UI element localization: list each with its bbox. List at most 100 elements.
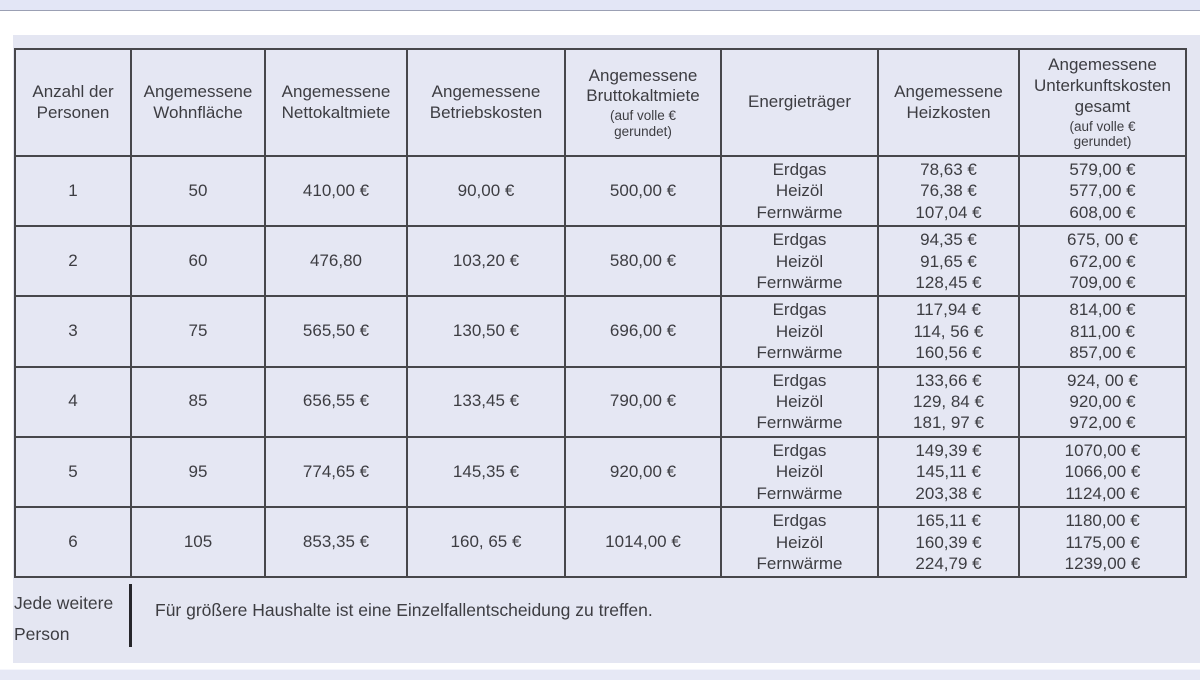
heizkosten-line: 91,65 € <box>920 251 977 271</box>
gesamt-line: 577,00 € <box>1069 181 1136 201</box>
table-row: 3 75 565,50 € 130,50 € 696,00 € Erdgas H… <box>14 295 1187 368</box>
col-header-anzahl-personen: Anzahl der Personen <box>14 48 132 157</box>
cell-gesamt: 675, 00 € 672,00 € 709,00 € <box>1018 225 1187 298</box>
cell-bruttokaltmiete: 790,00 € <box>564 365 722 438</box>
energietraeger-line: Fernwärme <box>756 413 843 433</box>
cell-wohnflaeche: 85 <box>130 365 266 438</box>
heizkosten-line: 165,11 € <box>916 511 981 531</box>
energietraeger-line: Heizöl <box>775 532 824 552</box>
cell-wohnflaeche: 95 <box>130 435 266 509</box>
header-label: Energieträger <box>747 92 851 112</box>
gesamt-line: 857,00 € <box>1069 343 1136 363</box>
col-header-energietraeger: Energieträger <box>720 48 879 157</box>
cell-personen: 6 <box>14 506 132 579</box>
table-row: 4 85 656,55 € 133,45 € 790,00 € Erdgas H… <box>14 365 1187 438</box>
gesamt-line: 920,00 € <box>1069 392 1136 412</box>
energietraeger-line: Erdgas <box>772 440 827 460</box>
table-row: 6 105 853,35 € 160, 65 € 1014,00 € Erdga… <box>14 506 1187 579</box>
heizkosten-line: 114, 56 € <box>913 321 984 341</box>
energietraeger-line: Erdgas <box>772 300 827 320</box>
header-label: Angemessene Wohnfläche <box>143 81 253 122</box>
cell-personen: 1 <box>14 154 132 228</box>
table-row: 1 50 410,00 € 90,00 € 500,00 € Erdgas He… <box>14 154 1187 228</box>
cell-wohnflaeche: 105 <box>130 506 266 579</box>
energietraeger-line: Heizöl <box>775 462 824 482</box>
gesamt-line: 1070,00 € <box>1064 440 1141 460</box>
gesamt-line: 1066,00 € <box>1064 462 1141 482</box>
footer-note: Für größere Haushalte ist eine Einzelfal… <box>155 600 653 620</box>
cell-nettokaltmiete: 774,65 € <box>264 435 408 509</box>
header-label: Angemessene Unterkunftskosten gesamt <box>1033 55 1171 116</box>
cell-wohnflaeche: 75 <box>130 295 266 368</box>
energietraeger-line: Fernwärme <box>756 343 843 363</box>
cell-gesamt: 1180,00 € 1175,00 € 1239,00 € <box>1018 506 1187 579</box>
cell-personen: 5 <box>14 435 132 509</box>
cell-betriebskosten: 145,35 € <box>406 435 566 509</box>
cell-gesamt: 924, 00 € 920,00 € 972,00 € <box>1018 365 1187 438</box>
footer-label: Jede weitere Person <box>14 593 114 644</box>
header-label: Anzahl der Personen <box>32 81 114 122</box>
heizkosten-line: 94,35 € <box>920 230 977 250</box>
cell-energietraeger: Erdgas Heizöl Fernwärme <box>720 225 879 298</box>
cell-heizkosten: 78,63 € 76,38 € 107,04 € <box>877 154 1020 228</box>
cell-gesamt: 1070,00 € 1066,00 € 1124,00 € <box>1018 435 1187 509</box>
heizkosten-line: 145,11 € <box>916 462 981 482</box>
heizkosten-line: 78,63 € <box>920 160 977 179</box>
energietraeger-line: Erdgas <box>772 370 827 390</box>
cell-bruttokaltmiete: 580,00 € <box>564 225 722 298</box>
col-header-betriebskosten: Angemessene Betriebskosten <box>406 48 566 157</box>
cell-energietraeger: Erdgas Heizöl Fernwärme <box>720 506 879 579</box>
gesamt-line: 675, 00 € <box>1067 230 1138 250</box>
col-header-wohnflaeche: Angemessene Wohnfläche <box>130 48 266 157</box>
gesamt-line: 1124,00 € <box>1065 483 1140 503</box>
cell-nettokaltmiete: 410,00 € <box>264 154 408 228</box>
cell-personen: 3 <box>14 295 132 368</box>
cell-betriebskosten: 130,50 € <box>406 295 566 368</box>
energietraeger-line: Erdgas <box>772 160 827 179</box>
col-header-unterkunftskosten-gesamt: Angemessene Unterkunftskosten gesamt (auf… <box>1018 48 1187 157</box>
col-header-bruttokaltmiete: Angemessene Bruttokaltmiete (auf volle € … <box>564 48 722 157</box>
col-header-nettokaltmiete: Angemessene Nettokaltmiete <box>264 48 408 157</box>
heizkosten-line: 133,66 € <box>915 370 982 390</box>
energietraeger-line: Erdgas <box>772 230 827 250</box>
cell-energietraeger: Erdgas Heizöl Fernwärme <box>720 365 879 438</box>
header-sublabel: (auf volle € gerundet) <box>1069 118 1136 150</box>
cell-bruttokaltmiete: 500,00 € <box>564 154 722 228</box>
heizkosten-line: 160,39 € <box>915 532 982 552</box>
heizkosten-line: 117,94 € <box>916 300 981 320</box>
gesamt-line: 1175,00 € <box>1065 532 1140 552</box>
cell-bruttokaltmiete: 696,00 € <box>564 295 722 368</box>
heizkosten-line: 203,38 € <box>915 483 982 503</box>
heizkosten-line: 149,39 € <box>915 440 982 460</box>
gesamt-line: 672,00 € <box>1069 251 1136 271</box>
header-label: Angemessene Heizkosten <box>894 81 1003 122</box>
energietraeger-line: Heizöl <box>775 181 824 201</box>
gesamt-line: 579,00 € <box>1069 160 1136 179</box>
cell-bruttokaltmiete: 920,00 € <box>564 435 722 509</box>
gesamt-line: 811,00 € <box>1070 321 1135 341</box>
header-sublabel: (auf volle € gerundet) <box>609 108 677 139</box>
table-row: 2 60 476,80 103,20 € 580,00 € Erdgas Hei… <box>14 225 1187 298</box>
top-accent-strip <box>0 0 1200 11</box>
heizkosten-line: 224,79 € <box>915 553 982 573</box>
energietraeger-line: Fernwärme <box>756 202 843 222</box>
cell-heizkosten: 117,94 € 114, 56 € 160,56 € <box>877 295 1020 368</box>
energietraeger-line: Fernwärme <box>756 273 843 293</box>
cell-betriebskosten: 103,20 € <box>406 225 566 298</box>
col-header-heizkosten: Angemessene Heizkosten <box>877 48 1020 157</box>
heizkosten-line: 129, 84 € <box>913 392 984 412</box>
header-label: Angemessene Bruttokaltmiete <box>586 65 700 106</box>
header-label: Angemessene Betriebskosten <box>429 81 543 122</box>
heizkosten-line: 76,38 € <box>920 181 977 201</box>
header-row: Anzahl der Personen Angemessene Wohnfläc… <box>14 48 1187 157</box>
cell-gesamt: 814,00 € 811,00 € 857,00 € <box>1018 295 1187 368</box>
gesamt-line: 608,00 € <box>1069 202 1136 222</box>
energietraeger-line: Heizöl <box>775 392 824 412</box>
cell-nettokaltmiete: 565,50 € <box>264 295 408 368</box>
gesamt-line: 1180,00 € <box>1065 511 1140 531</box>
unterkunftskosten-table: Anzahl der Personen Angemessene Wohnfläc… <box>14 48 1187 579</box>
heizkosten-line: 181, 97 € <box>913 413 984 433</box>
cell-heizkosten: 165,11 € 160,39 € 224,79 € <box>877 506 1020 579</box>
gesamt-line: 972,00 € <box>1069 413 1136 433</box>
footer-divider-bar <box>129 584 132 647</box>
